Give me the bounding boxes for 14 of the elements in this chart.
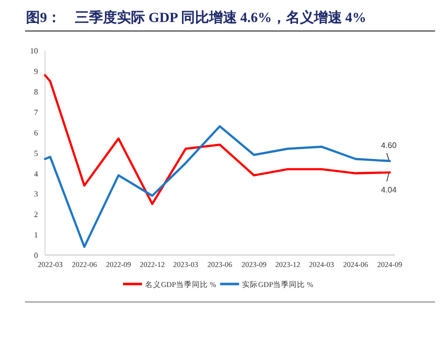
y-tick-label: 7 <box>34 108 38 117</box>
y-tick-label: 10 <box>30 46 38 56</box>
y-tick-label: 8 <box>34 88 38 97</box>
annotation: 4.04 <box>381 185 398 194</box>
y-tick-label: 2 <box>34 210 38 220</box>
y-tick-label: 4 <box>34 169 38 178</box>
annotation: 4.60 <box>381 141 398 150</box>
chart-title: 图9： 三季度实际 GDP 同比增速 4.6%，名义增速 4% <box>26 9 366 26</box>
y-tick-label: 9 <box>34 67 38 76</box>
y-tick-label: 0 <box>34 251 38 260</box>
y-tick-label: 3 <box>34 190 38 199</box>
y-tick-label: 5 <box>34 148 38 158</box>
y-tick-label: 6 <box>34 128 38 138</box>
y-tick-label: 1 <box>34 230 38 240</box>
